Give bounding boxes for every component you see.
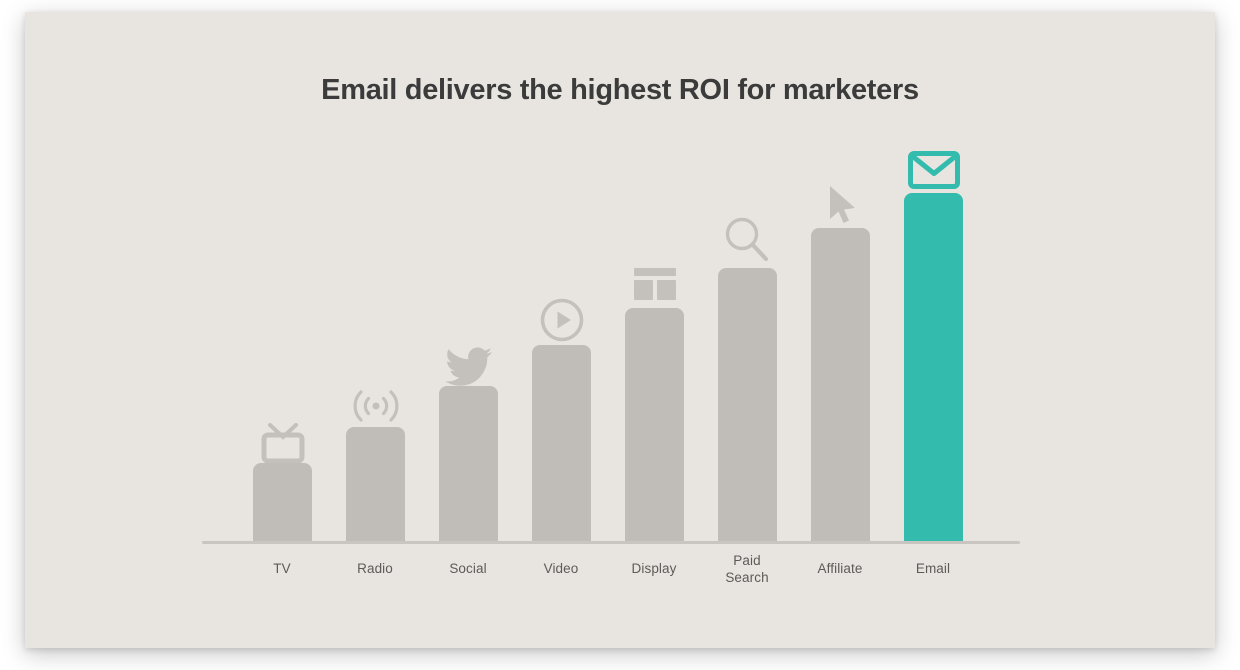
- bar-label-social-line1: Social: [449, 561, 487, 576]
- bar-icon-paid-search: [718, 211, 777, 269]
- bar-tv[interactable]: [253, 463, 312, 541]
- bar-label-email: Email: [878, 560, 988, 577]
- bar-display[interactable]: [625, 308, 684, 541]
- bar-paid-search[interactable]: [718, 268, 777, 541]
- chart-card: Email delivers the highest ROI for marke…: [25, 12, 1215, 648]
- bar-label-paid-search: Paid Search: [692, 552, 802, 586]
- bar-video[interactable]: [532, 345, 591, 541]
- bar-label-tv-line1: TV: [273, 561, 291, 576]
- bar-icon-tv: [253, 415, 312, 463]
- bar-label-video-line1: Video: [543, 561, 579, 576]
- bar-label-social: Social: [413, 560, 523, 577]
- bar-icon-display: [625, 260, 684, 304]
- page-title: Email delivers the highest ROI for marke…: [321, 74, 919, 106]
- bar-chart: TV Radio: [25, 12, 1215, 648]
- x-axis-baseline: [202, 541, 1020, 544]
- bar-label-paid-search-line1: Paid: [733, 553, 761, 568]
- bar-social[interactable]: [439, 386, 498, 541]
- bar-label-email-line1: Email: [915, 561, 951, 576]
- bar-label-display: Display: [599, 560, 709, 577]
- bar-icon-email: [904, 143, 963, 191]
- bar-icon-video: [532, 295, 591, 343]
- bar-email[interactable]: [904, 193, 963, 541]
- bar-icon-radio: [346, 377, 405, 427]
- bar-label-affiliate-line1: Affiliate: [817, 561, 863, 576]
- bar-label-paid-search-line2: Search: [725, 570, 769, 585]
- bar-radio[interactable]: [346, 427, 405, 541]
- bar-label-radio: Radio: [320, 560, 430, 577]
- bar-affiliate[interactable]: [811, 228, 870, 541]
- bar-label-display-line1: Display: [631, 561, 677, 576]
- bar-icon-social: [439, 339, 498, 387]
- bar-label-video: Video: [506, 560, 616, 577]
- bar-label-tv: TV: [227, 560, 337, 577]
- bar-label-affiliate: Affiliate: [785, 560, 895, 577]
- bar-label-radio-line1: Radio: [357, 561, 393, 576]
- bar-icon-affiliate: [811, 178, 870, 228]
